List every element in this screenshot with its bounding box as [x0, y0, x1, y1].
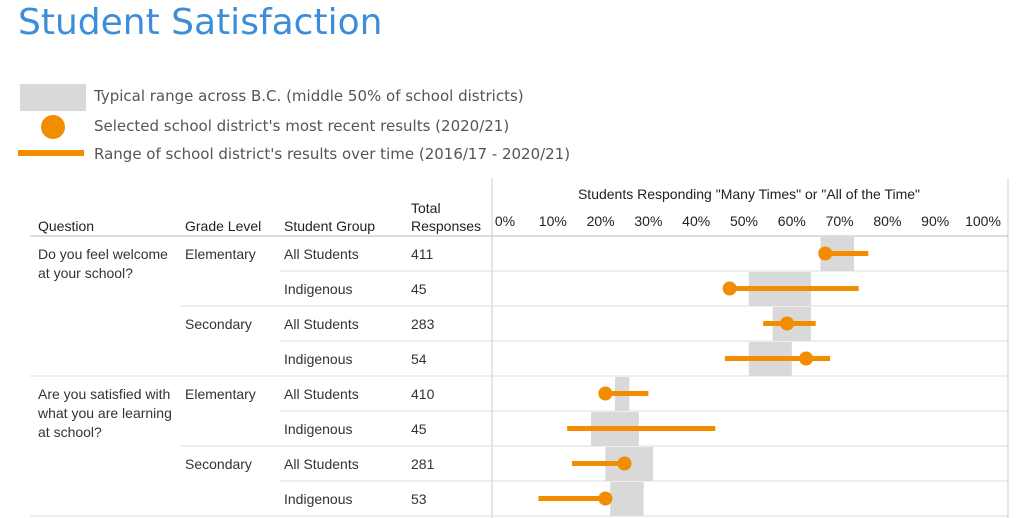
- total-responses: 283: [411, 316, 435, 332]
- legend-swatch-dot: [41, 115, 65, 139]
- district-recent-dot: [617, 456, 632, 471]
- x-tick-label: 50%: [730, 213, 758, 229]
- chart-title: Students Responding "Many Times" or "All…: [578, 186, 920, 202]
- district-recent-dot: [598, 491, 613, 506]
- student-group: Indigenous: [284, 351, 353, 367]
- legend-swatch-line: [18, 150, 84, 156]
- total-responses: 281: [411, 456, 435, 472]
- student-group: Indigenous: [284, 281, 353, 297]
- district-recent-dot: [818, 246, 833, 261]
- bc-typical-range-box: [748, 272, 811, 306]
- student-group: All Students: [284, 386, 359, 402]
- grade-level: Elementary: [185, 246, 256, 262]
- x-tick-label: 100%: [965, 213, 1001, 229]
- bc-typical-range-box: [591, 412, 639, 446]
- total-responses: 54: [411, 351, 427, 367]
- legend-label: Range of school district's results over …: [94, 145, 571, 163]
- total-responses: 53: [411, 491, 427, 507]
- bc-typical-range-box: [772, 307, 811, 341]
- legend-label: Selected school district's most recent r…: [94, 117, 510, 135]
- bc-typical-range-box: [820, 237, 854, 271]
- total-responses: 45: [411, 421, 427, 437]
- district-recent-dot: [780, 316, 795, 331]
- x-tick-label: 20%: [587, 213, 615, 229]
- x-tick-label: 40%: [682, 213, 710, 229]
- legend-label: Typical range across B.C. (middle 50% of…: [94, 87, 524, 105]
- student-group: All Students: [284, 316, 359, 332]
- question-text: Do you feel welcome at your school?: [38, 246, 168, 281]
- student-group: Indigenous: [284, 491, 353, 507]
- student-group: All Students: [284, 456, 359, 472]
- district-recent-dot: [598, 386, 613, 401]
- district-recent-dot: [799, 351, 814, 366]
- district-recent-dot: [722, 281, 737, 296]
- x-tick-label: 60%: [778, 213, 806, 229]
- x-tick-label: 10%: [539, 213, 567, 229]
- grade-level: Elementary: [185, 386, 256, 402]
- x-tick-label: 80%: [873, 213, 901, 229]
- x-tick-label: 0%: [495, 213, 515, 229]
- header-total-responses: Total Responses: [411, 200, 482, 234]
- bc-typical-range-box: [610, 482, 644, 516]
- grade-level: Secondary: [185, 456, 252, 472]
- grade-level: Secondary: [185, 316, 252, 332]
- page-title: Student Satisfaction: [18, 2, 383, 43]
- bc-typical-range-box: [605, 447, 654, 481]
- bc-typical-range-box: [614, 377, 630, 411]
- x-tick-label: 30%: [634, 213, 662, 229]
- question-text: Are you satisfied with what you are lear…: [38, 386, 172, 440]
- x-tick-label: 70%: [826, 213, 854, 229]
- bc-typical-range-box: [748, 342, 792, 376]
- legend-swatch-box: [20, 84, 86, 111]
- total-responses: 45: [411, 281, 427, 297]
- header-grade-level: Grade Level: [185, 218, 262, 234]
- total-responses: 411: [411, 246, 434, 262]
- header-student-group: Student Group: [284, 218, 376, 234]
- student-group: All Students: [284, 246, 359, 262]
- total-responses: 410: [411, 386, 435, 402]
- student-group: Indigenous: [284, 421, 353, 437]
- x-tick-label: 90%: [921, 213, 949, 229]
- header-question: Question: [38, 218, 95, 234]
